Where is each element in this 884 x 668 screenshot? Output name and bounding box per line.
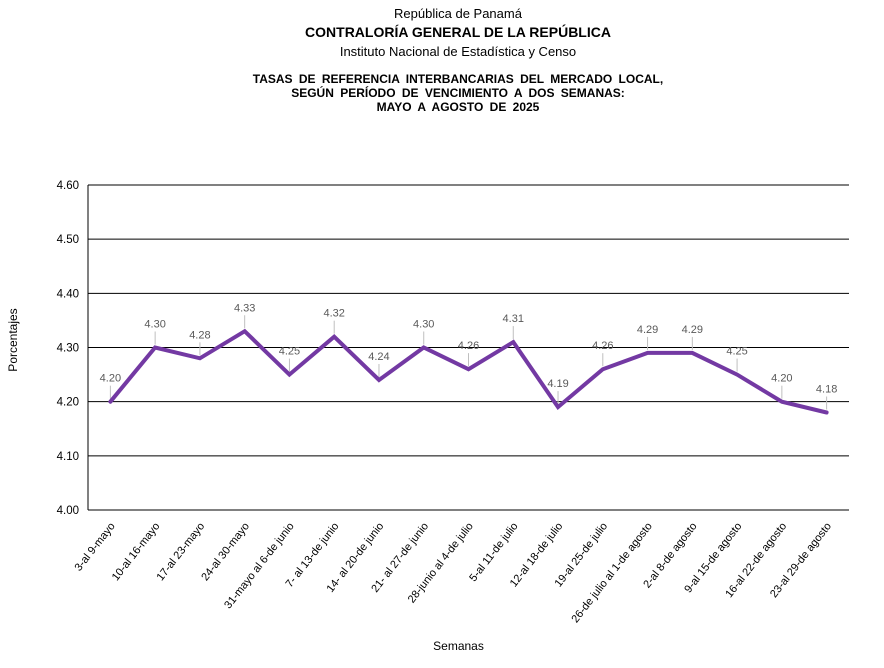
- y-tick-label: 4.10: [57, 451, 79, 463]
- data-point-label: 4.25: [726, 346, 747, 358]
- data-point-label: 4.19: [547, 378, 568, 390]
- chart-title-line3: MAYO A AGOSTO DE 2025: [376, 100, 540, 114]
- y-axis-title: Porcentajes: [6, 308, 20, 371]
- y-tick-label: 4.60: [57, 180, 79, 192]
- org-country: República de Panamá: [394, 6, 522, 21]
- data-point-label: 4.24: [368, 351, 389, 363]
- y-tick-label: 4.40: [57, 288, 79, 300]
- x-tick-label: 26-de julio al 1-de agosto: [569, 520, 655, 625]
- y-tick-label: 4.20: [57, 397, 79, 409]
- chart-title-line1: TASAS DE REFERENCIA INTERBANCARIAS DEL M…: [252, 72, 664, 86]
- org-header: República de Panamá CONTRALORÍA GENERAL …: [16, 4, 884, 61]
- data-point-label: 4.33: [234, 302, 255, 314]
- data-point-label: 4.30: [413, 319, 434, 331]
- data-point-label: 4.25: [279, 346, 300, 358]
- data-point-label: 4.26: [458, 340, 479, 352]
- data-point-label: 4.29: [637, 324, 658, 336]
- y-tick-label: 4.00: [57, 505, 79, 517]
- rate-line: [108, 328, 829, 415]
- org-name: CONTRALORÍA GENERAL DE LA REPÚBLICA: [305, 24, 611, 40]
- data-point-label: 4.29: [682, 324, 703, 336]
- x-axis-title: Semanas: [433, 639, 484, 653]
- data-point-label: 4.31: [503, 313, 524, 325]
- interbank-rates-line-chart: 4.00 4.10 4.20 4.30 4.40 4.50 4.60 4.20 4.30 4.28…: [6, 180, 849, 653]
- chart-title: TASAS DE REFERENCIA INTERBANCARIAS DEL M…: [16, 72, 884, 114]
- data-point-label: 4.18: [816, 384, 837, 396]
- y-tick-label: 4.50: [57, 234, 79, 246]
- data-point-label: 4.20: [100, 373, 121, 385]
- data-point-label: 4.30: [144, 319, 165, 331]
- chart-title-line2: SEGÚN PERÍODO DE VENCIMIENTO A DOS SEMAN…: [291, 86, 625, 100]
- x-tick-label: 3-al 9-mayo: [73, 520, 118, 573]
- org-institute: Instituto Nacional de Estadística y Cens…: [339, 44, 577, 59]
- x-tick-label: 10-al 16-mayo: [110, 520, 163, 583]
- x-tick-label: 17-al 23-mayo: [155, 520, 208, 583]
- data-point-label: 4.20: [771, 373, 792, 385]
- y-tick-label: 4.30: [57, 343, 79, 355]
- data-point-label: 4.28: [189, 329, 210, 341]
- x-tick-label: 24-al 30-mayo: [199, 520, 252, 583]
- data-point-label: 4.32: [323, 308, 344, 320]
- data-point-label: 4.26: [592, 340, 613, 352]
